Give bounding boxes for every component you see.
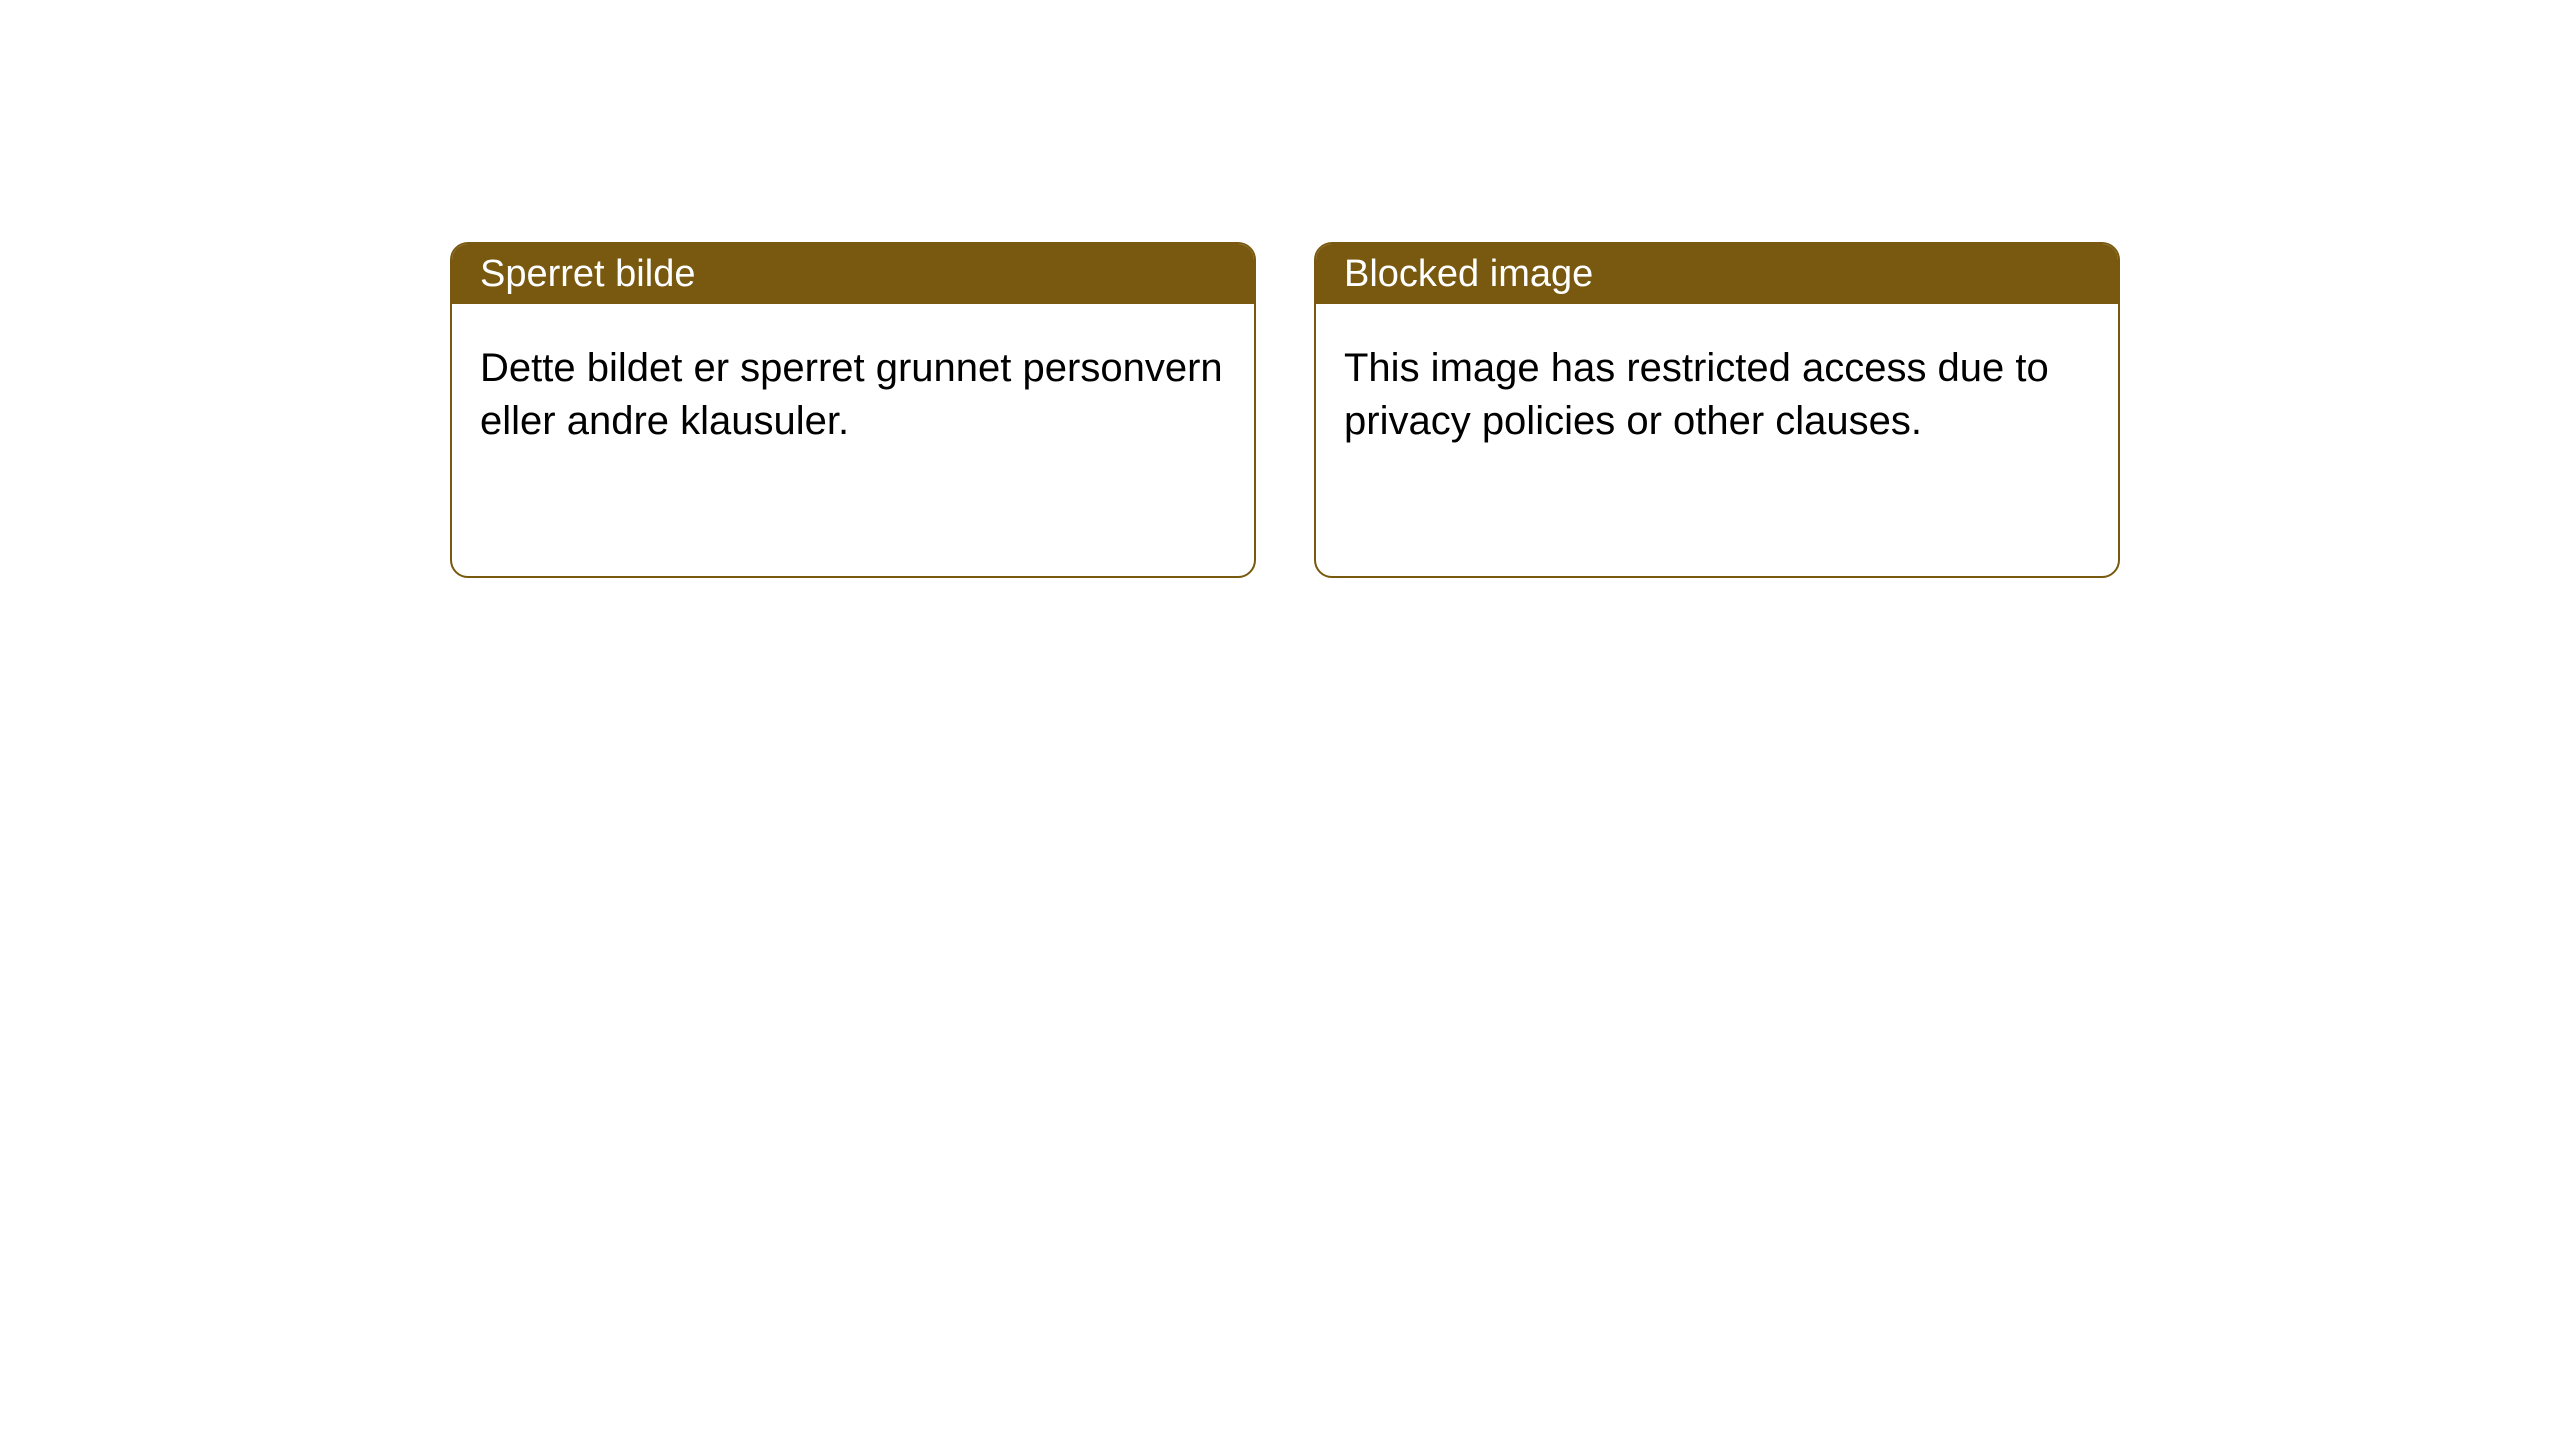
notice-title: Blocked image bbox=[1344, 253, 1593, 296]
notice-header: Sperret bilde bbox=[452, 244, 1254, 304]
notice-body: This image has restricted access due to … bbox=[1316, 304, 2118, 486]
notice-header: Blocked image bbox=[1316, 244, 2118, 304]
notice-card-norwegian: Sperret bilde Dette bildet er sperret gr… bbox=[450, 242, 1256, 578]
notice-body: Dette bildet er sperret grunnet personve… bbox=[452, 304, 1254, 486]
notice-message: This image has restricted access due to … bbox=[1344, 342, 2090, 448]
notice-container: Sperret bilde Dette bildet er sperret gr… bbox=[0, 0, 2560, 578]
notice-title: Sperret bilde bbox=[480, 253, 695, 296]
notice-card-english: Blocked image This image has restricted … bbox=[1314, 242, 2120, 578]
notice-message: Dette bildet er sperret grunnet personve… bbox=[480, 342, 1226, 448]
